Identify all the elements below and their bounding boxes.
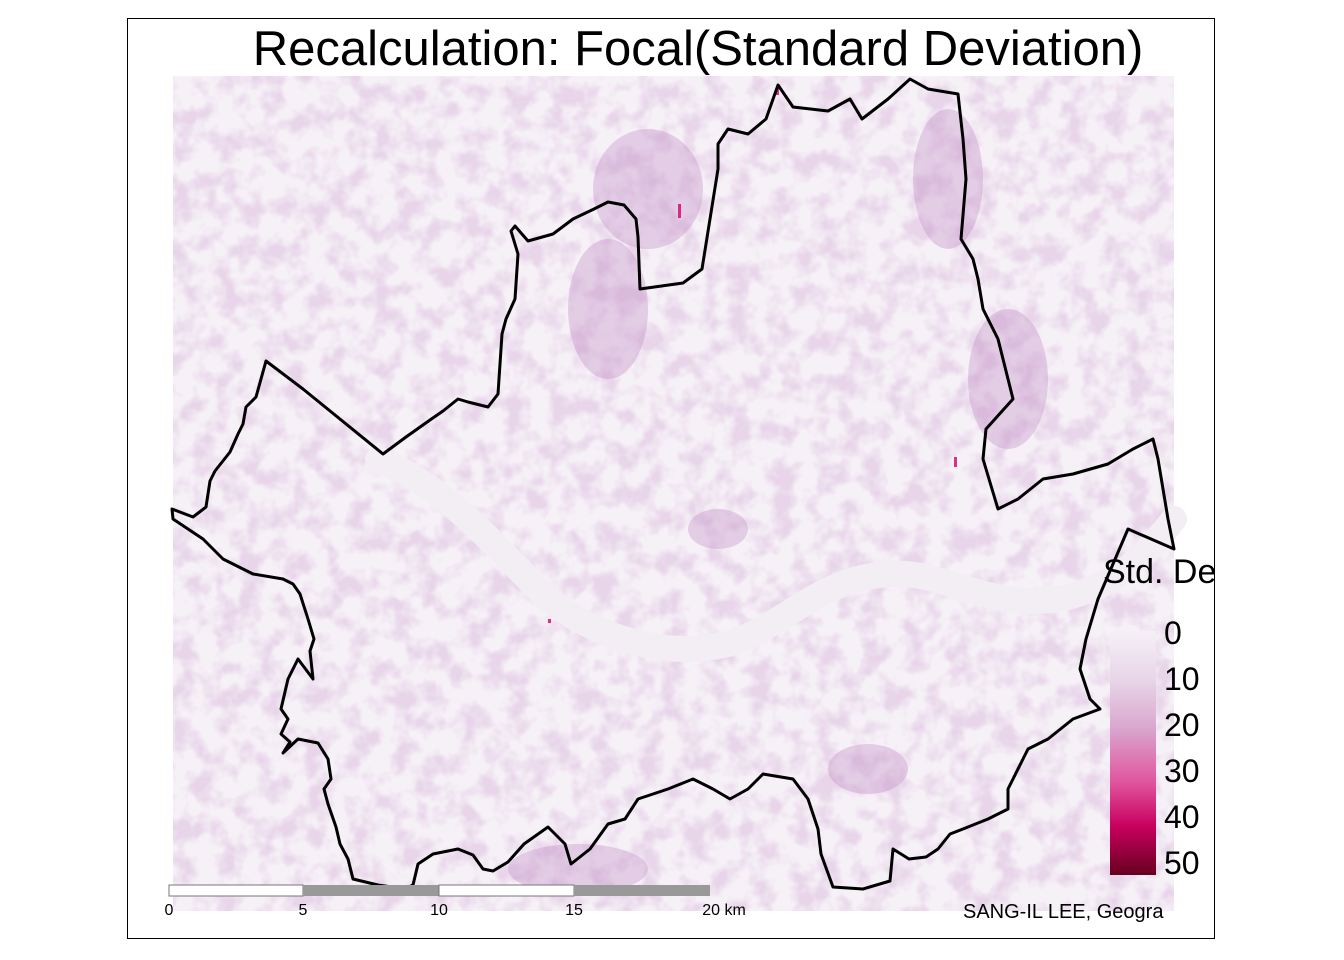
scale-bar-seg-4 [574,885,710,896]
scale-label-0: 0 [164,902,174,919]
river-han [365,446,1187,662]
seoul-boundary [170,77,1176,891]
scale-label-15: 15 [565,902,583,919]
credit-text: SANG-IL LEE, Geogra [963,901,1164,923]
scale-bar-seg-3 [438,884,575,897]
scale-label-5: 5 [298,902,308,919]
legend-color-ramp [1110,631,1156,875]
map-canvas [168,76,1187,911]
scale-bar-seg-1 [168,884,304,897]
legend-title: Std. Dev. [1103,553,1215,591]
legend-label-20: 20 [1164,707,1200,743]
hill-texture-group [508,109,1048,894]
map-title: Recalculation: Focal(Standard Deviation) [252,22,1144,76]
scale-bar-seg-2 [303,885,439,896]
legend-label-0: 0 [1164,615,1182,651]
legend-label-50: 50 [1164,845,1200,881]
legend-label-30: 30 [1164,753,1200,789]
raster-texture [173,76,1174,911]
scale-label-20: 20 km [702,902,746,919]
hotspot-group [548,87,957,623]
scale-label-10: 10 [430,902,448,919]
map-frame: Recalculation: Focal(Standard Deviation)… [127,18,1215,939]
legend-label-40: 40 [1164,799,1200,835]
legend-label-10: 10 [1164,661,1200,697]
